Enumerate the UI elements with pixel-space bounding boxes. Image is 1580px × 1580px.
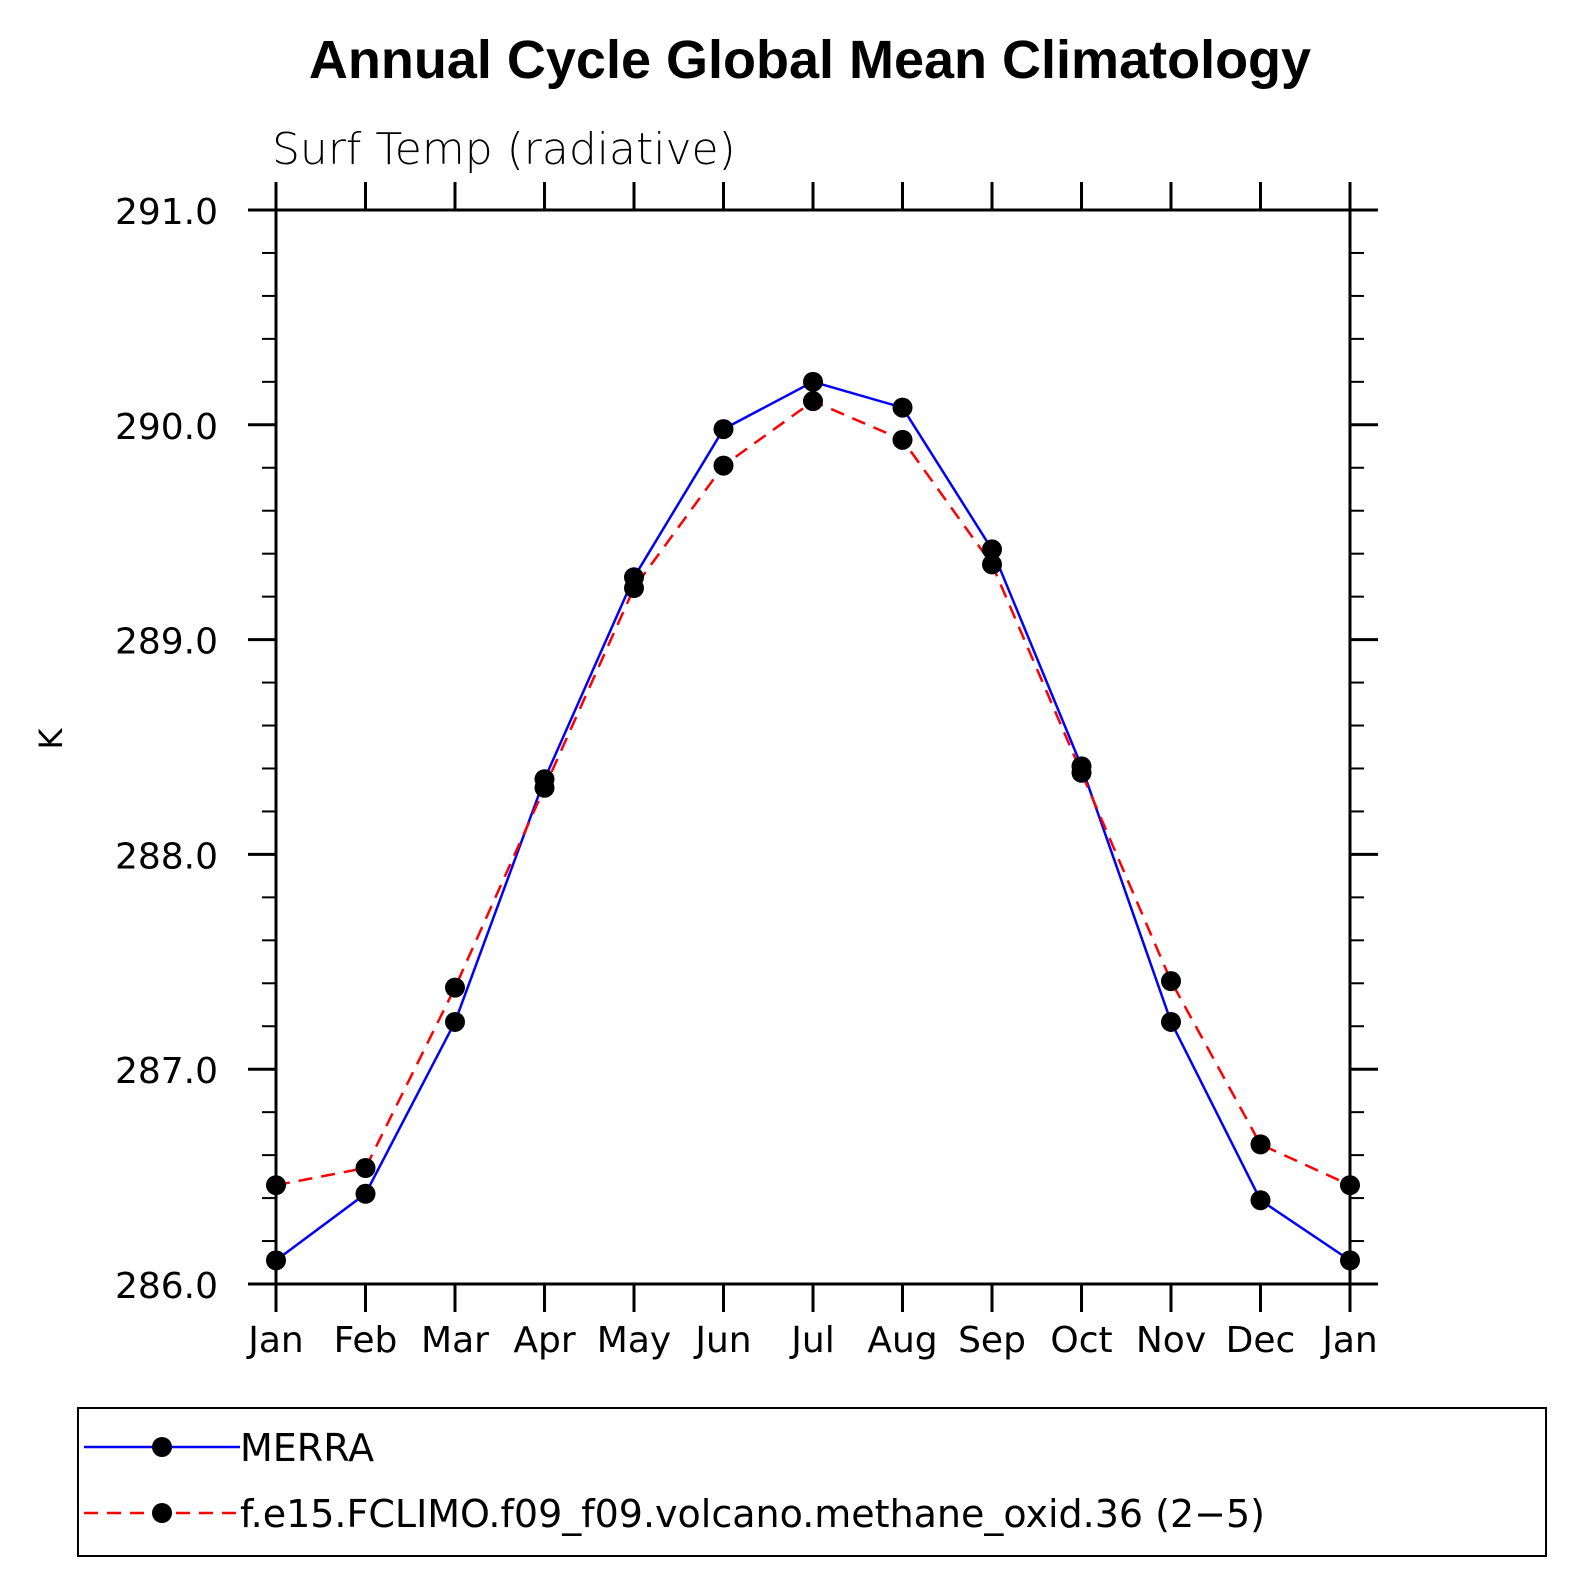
data-point-series-0 (1340, 1250, 1360, 1271)
data-point-series-1 (1340, 1175, 1360, 1196)
y-tick-label: 291.0 (115, 192, 218, 233)
series-line-1 (275, 399, 1351, 1187)
x-tick-labels: Jan Feb Mar Apr May Jun Jul Aug Sep Oct Nov Dec Jan (246, 1320, 1378, 1361)
chart-subtitle: Surf Temp (radiative) (272, 124, 736, 175)
series-lines (275, 380, 1351, 1262)
legend-label-merra: MERRA (240, 1426, 374, 1470)
data-point-series-1 (266, 1175, 286, 1196)
legend-box (77, 1407, 1547, 1557)
data-point-series-1 (1071, 762, 1092, 783)
data-point-series-0 (355, 1183, 376, 1204)
x-tick-label: Mar (421, 1320, 489, 1361)
legend: MERRA f.e15.FCLIMO.f09_f09.volcano.metha… (77, 1407, 1547, 1557)
x-tick-label: Jan (246, 1320, 304, 1361)
data-point-series-1 (355, 1158, 376, 1179)
x-tick-label: Dec (1226, 1320, 1296, 1361)
x-tick-label: Nov (1136, 1320, 1206, 1361)
legend-label-model: f.e15.FCLIMO.f09_f09.volcano.methane_oxi… (240, 1492, 1265, 1536)
data-point-series-0 (803, 371, 823, 392)
data-point-series-0 (266, 1250, 286, 1271)
data-point-series-0 (713, 419, 734, 440)
data-point-series-1 (1161, 971, 1181, 992)
legend-marker-model (152, 1503, 172, 1523)
data-point-series-0 (1250, 1190, 1271, 1211)
x-tick-label: Jun (693, 1320, 751, 1361)
y-tick-label: 290.0 (115, 407, 218, 448)
data-point-series-1 (982, 554, 1002, 575)
x-tick-label: Jul (789, 1320, 834, 1361)
data-point-series-1 (803, 391, 823, 412)
legend-marker-merra (152, 1437, 172, 1457)
axis-ticks (248, 182, 1378, 1312)
data-point-series-0 (892, 397, 913, 418)
data-point-series-1 (624, 578, 644, 599)
series-line-0 (275, 380, 1351, 1262)
data-point-series-1 (534, 777, 555, 798)
y-axis-label: K (32, 727, 70, 749)
data-point-series-0 (445, 1011, 465, 1032)
chart-title: Annual Cycle Global Mean Climatology (309, 30, 1311, 90)
data-point-series-1 (713, 455, 734, 476)
x-tick-label: Oct (1050, 1320, 1112, 1361)
series-markers (266, 371, 1360, 1271)
y-tick-label: 286.0 (115, 1266, 218, 1307)
x-tick-label: Aug (867, 1320, 937, 1361)
data-point-series-1 (1250, 1134, 1271, 1155)
plot-frame (274, 208, 1352, 1286)
data-point-series-0 (982, 539, 1002, 560)
x-tick-label: May (597, 1320, 671, 1361)
y-tick-label: 289.0 (115, 622, 218, 663)
x-tick-label: Jan (1320, 1320, 1378, 1361)
data-point-series-1 (445, 977, 465, 998)
y-tick-label: 288.0 (115, 836, 218, 877)
x-tick-label: Sep (958, 1320, 1026, 1361)
x-tick-label: Apr (513, 1320, 575, 1361)
y-tick-labels: 286.0 287.0 288.0 289.0 290.0 291.0 (115, 192, 218, 1307)
y-tick-label: 287.0 (115, 1051, 218, 1092)
x-tick-label: Feb (334, 1320, 398, 1361)
data-point-series-0 (1161, 1011, 1181, 1032)
data-point-series-1 (892, 429, 913, 450)
